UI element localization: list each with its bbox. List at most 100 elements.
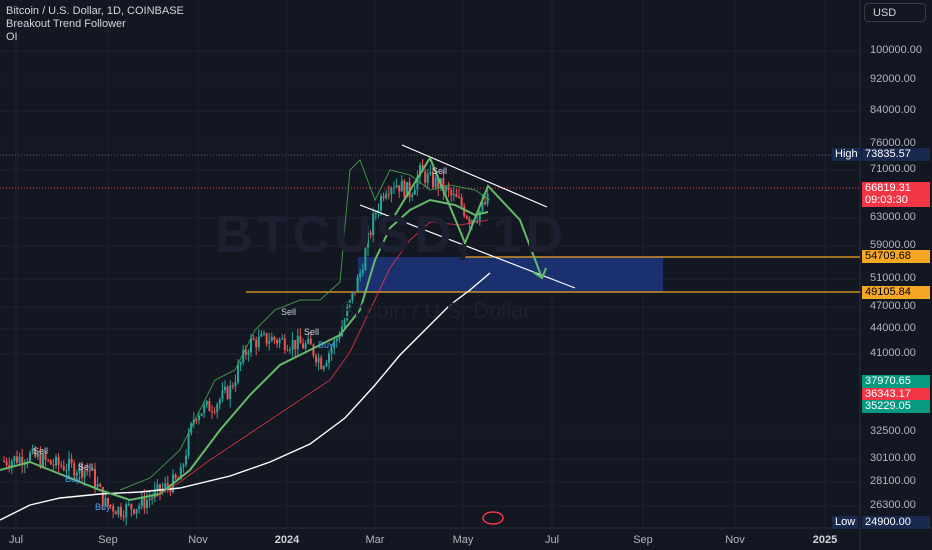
candle-body [185, 455, 187, 465]
candle-body [250, 338, 252, 353]
candle-body [322, 366, 325, 370]
candle-body [411, 194, 414, 197]
watermark-ticker: BTCUSD, 1D [215, 206, 568, 264]
candle-body [343, 320, 346, 327]
candle-body [330, 348, 333, 354]
level-tag-upper: 54709.68 [862, 250, 930, 263]
candle-body [179, 467, 182, 480]
candle-body [205, 401, 208, 405]
candle-body [286, 350, 289, 352]
candle-body [96, 483, 99, 487]
candle-body [309, 338, 312, 345]
candle-body [49, 460, 52, 465]
ma-line-red [149, 219, 489, 501]
candle-body [47, 459, 50, 461]
candle-body [36, 453, 39, 457]
signal-buy: Buy [95, 502, 111, 512]
indicator-oi[interactable]: OI [6, 31, 18, 43]
time-tick-label: Nov [188, 534, 208, 546]
candle-body [143, 496, 146, 509]
candle-body [140, 496, 143, 506]
candle-body [307, 338, 310, 344]
candle-body [101, 486, 104, 506]
candle-body [8, 464, 11, 468]
candle-body [437, 177, 440, 189]
price-tick-label: 41000.00 [870, 347, 916, 359]
candle-body [263, 333, 265, 335]
ma-tag-green: 37970.65 [862, 375, 930, 388]
candle-body [182, 464, 185, 468]
candle-body [270, 336, 273, 342]
candle-body [364, 247, 367, 271]
candle-body [395, 185, 398, 188]
signal-buy: Buy [65, 474, 81, 484]
low-label: Low [832, 516, 859, 529]
candle-body [3, 461, 5, 463]
candle-body [125, 504, 128, 518]
time-tick-label: Jul [8, 534, 24, 546]
price-tick-label: 63000.00 [870, 211, 916, 223]
candle-body [252, 338, 255, 340]
candle-body [260, 334, 263, 337]
candle-body [289, 349, 291, 351]
candle-body [338, 336, 341, 339]
candle-body [208, 401, 211, 412]
signal-sell: Sell [304, 327, 320, 337]
watermark-name: Bitcoin / U.S. Dollar [340, 298, 531, 323]
candle-body [463, 206, 466, 216]
candle-body [216, 404, 219, 413]
currency-button[interactable]: USD [864, 3, 926, 22]
level-tag-lower: 49105.84 [862, 286, 930, 299]
candle-body [452, 193, 455, 196]
candle-body [367, 232, 369, 248]
candle-body [153, 489, 156, 498]
candle-body [302, 343, 304, 349]
candle-body [478, 211, 481, 221]
candle-body [445, 186, 447, 192]
candle-body [351, 291, 354, 301]
candle-body [13, 456, 16, 461]
candle-body [239, 362, 242, 366]
candle-body [320, 357, 323, 370]
signal-sell: Sell [281, 307, 297, 317]
candle-body [335, 338, 338, 341]
candle-body [426, 173, 429, 183]
candle-body [471, 220, 473, 225]
indicator-breakout[interactable]: Breakout Trend Follower [6, 18, 126, 30]
candle-body [255, 339, 258, 348]
candle-body [372, 213, 375, 236]
high-value-tag: 73835.57 [862, 148, 930, 161]
candle-body [403, 180, 406, 198]
candle-body [356, 276, 359, 292]
channel-lower-line [359, 204, 576, 289]
candle-body [213, 411, 216, 413]
candle-body [291, 340, 294, 350]
candle-body [18, 456, 21, 463]
price-tick-label: 32500.00 [870, 425, 916, 437]
candle-body [429, 172, 432, 174]
candle-body [16, 456, 18, 463]
time-tick-label: 2024 [274, 534, 300, 546]
candle-body [117, 507, 120, 515]
candle-body [133, 509, 135, 514]
candle-body [265, 333, 268, 344]
candle-body [122, 516, 125, 518]
candle-body [62, 466, 65, 471]
candle-body [244, 350, 247, 355]
candle-body [226, 386, 229, 400]
candle-body [348, 300, 351, 308]
price-tick-label: 100000.00 [870, 44, 922, 56]
candle-body [380, 196, 382, 211]
candle-body [333, 340, 336, 349]
signal-sell: Sell [78, 462, 94, 472]
candle-body [231, 385, 234, 387]
candle-body [65, 470, 68, 472]
signal-sell: Sell [33, 446, 49, 456]
candle-body [104, 498, 107, 506]
candle-body [442, 178, 445, 192]
candle-body [359, 272, 362, 277]
candle-body [268, 341, 271, 344]
symbol-title[interactable]: Bitcoin / U.S. Dollar, 1D, COINBASE [6, 5, 184, 17]
candle-body [88, 470, 91, 472]
